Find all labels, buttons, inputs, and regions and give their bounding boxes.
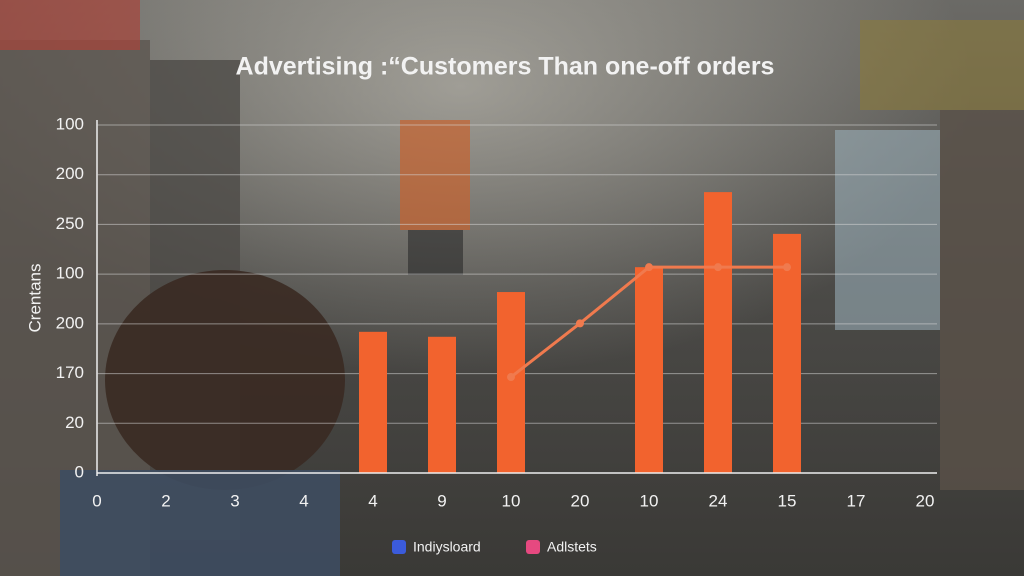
bar	[704, 192, 732, 473]
x-tick-label: 15	[778, 491, 797, 510]
line-point	[507, 373, 515, 382]
x-tick-label: 2	[161, 491, 170, 510]
legend-icon	[392, 540, 406, 554]
y-tick-label: 170	[56, 363, 84, 382]
line-point	[783, 263, 791, 272]
x-tick-label: 4	[368, 491, 377, 510]
x-tick-label: 10	[502, 491, 521, 510]
y-tick-label: 200	[56, 313, 84, 332]
x-tick-label: 20	[916, 491, 935, 510]
y-tick-label: 250	[56, 214, 84, 233]
y-tick-label: 20	[65, 413, 84, 432]
line-point	[714, 263, 722, 272]
legend-icon	[526, 540, 540, 554]
x-tick-label: 24	[709, 491, 728, 510]
x-tick-label: 9	[437, 491, 446, 510]
x-tick-label: 4	[299, 491, 308, 510]
y-tick-label: 100	[56, 114, 84, 133]
x-tick-label: 20	[571, 491, 590, 510]
bar	[497, 292, 525, 473]
line-point	[645, 263, 653, 272]
chart-title: Advertising :“Customers Than one-off ord…	[236, 53, 775, 81]
x-tick-label: 0	[92, 491, 101, 510]
y-tick-label: 200	[56, 164, 84, 183]
y-tick-label: 100	[56, 264, 84, 283]
x-tick-label: 3	[230, 491, 239, 510]
bar	[428, 336, 456, 473]
x-tick-label: 17	[847, 491, 866, 510]
line-point	[576, 319, 584, 328]
bar	[635, 267, 663, 473]
bar	[773, 233, 801, 473]
y-axis-label: Crentans	[25, 264, 44, 333]
legend-label: Indiysloard	[413, 539, 481, 555]
y-tick-label: 0	[75, 462, 84, 481]
bar	[359, 331, 387, 473]
legend: Indiysloard Adlstets	[392, 539, 597, 555]
legend-label: Adlstets	[547, 539, 597, 555]
x-tick-label: 10	[640, 491, 659, 510]
